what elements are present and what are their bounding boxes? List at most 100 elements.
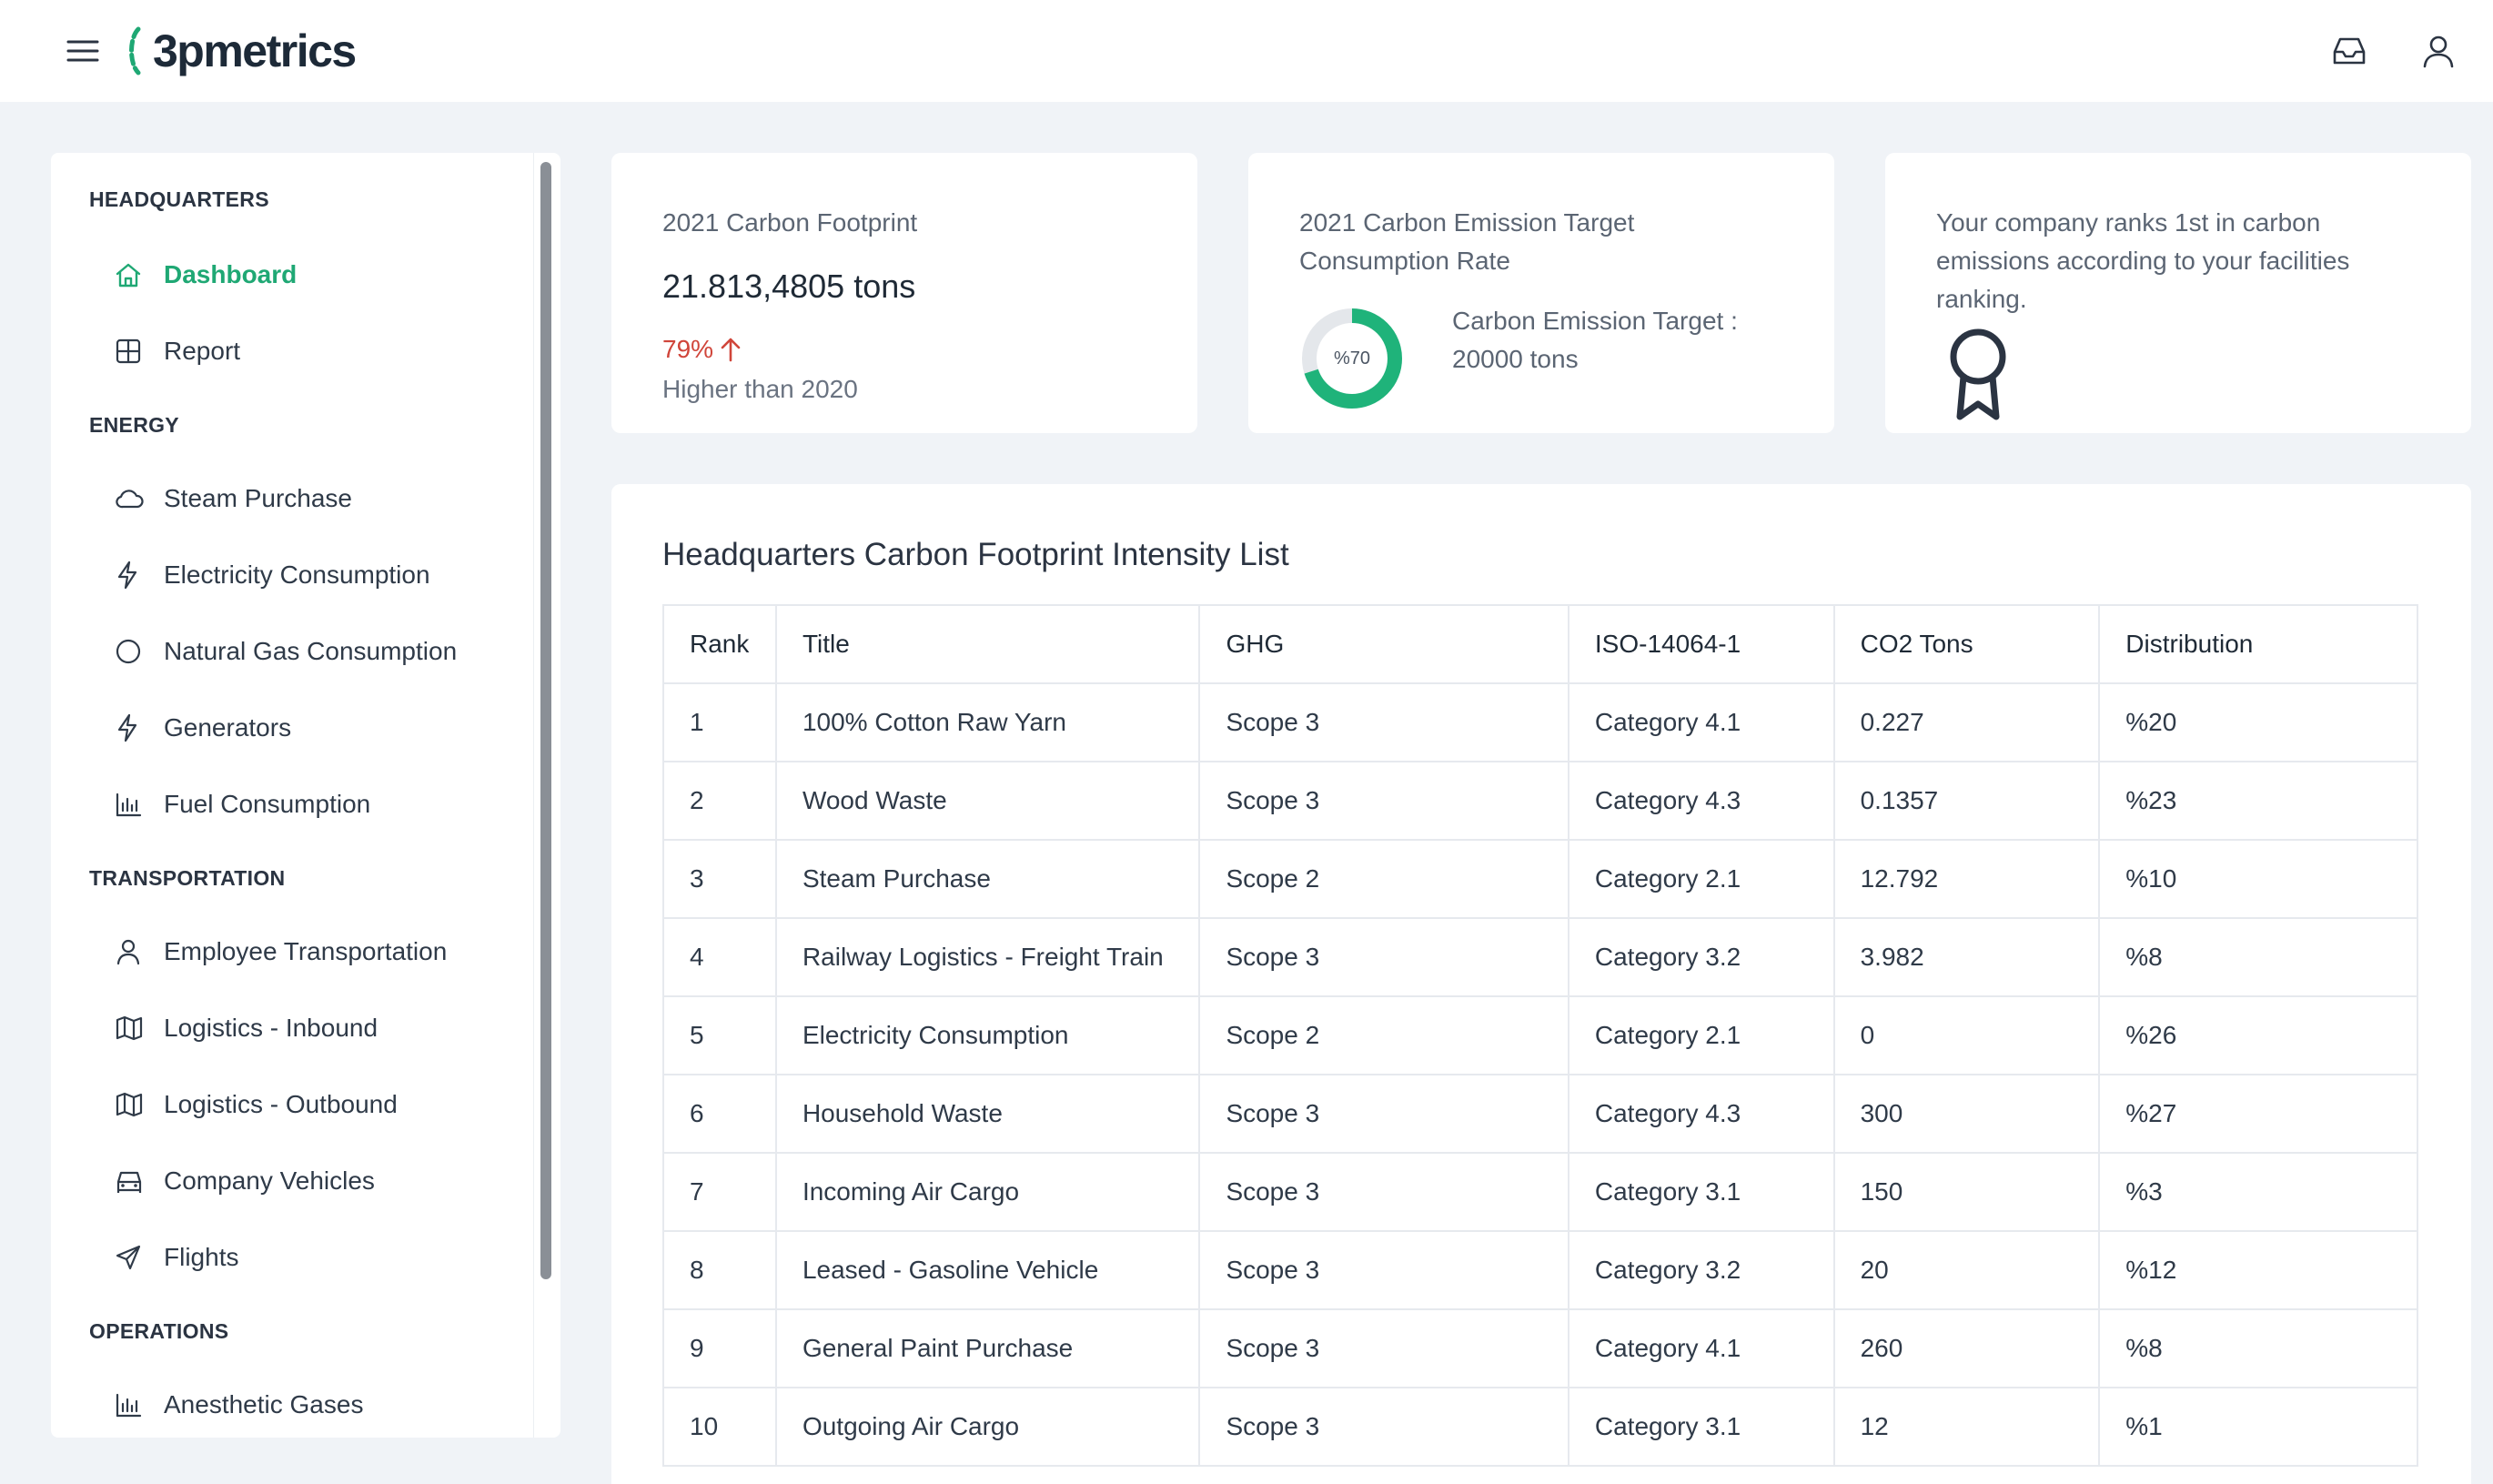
cell-ghg: Scope 2: [1198, 995, 1569, 1075]
cell-ghg: Scope 2: [1198, 839, 1569, 919]
cell-title: Electricity Consumption: [774, 995, 1201, 1075]
sidebar-item-label: Dashboard: [164, 260, 298, 288]
cell-iso: Category 4.1: [1567, 682, 1835, 762]
cell-co2: 0.1357: [1832, 761, 2101, 841]
circle-icon: [115, 635, 156, 668]
sidebar-item-fuel-consumption[interactable]: Fuel Consumption: [115, 779, 370, 830]
sidebar-item-anesthetic-gases[interactable]: Anesthetic Gases: [115, 1379, 363, 1430]
table-row[interactable]: 4 Railway Logistics - Freight Train Scope …: [662, 917, 2418, 997]
logo-text: 3pmetrics: [153, 25, 357, 76]
sidebar-item-generators[interactable]: Generators: [115, 702, 291, 753]
column-header-title[interactable]: Title: [774, 604, 1201, 684]
cell-co2: 150: [1832, 1152, 2101, 1232]
cell-iso: Category 2.1: [1567, 995, 1835, 1075]
column-header-distribution[interactable]: Distribution: [2098, 604, 2418, 684]
panel-title: Headquarters Carbon Footprint Intensity …: [662, 537, 1289, 572]
table-row[interactable]: 7 Incoming Air Cargo Scope 3 Category 3.1 15…: [662, 1152, 2418, 1232]
cell-rank: 6: [662, 1074, 777, 1154]
column-header-rank[interactable]: Rank: [662, 604, 777, 684]
send-icon: [115, 1241, 156, 1274]
ranking-line1: Your company ranks 1st in carbon: [1936, 208, 2321, 237]
cell-ghg: Scope 3: [1198, 682, 1569, 762]
lightning-icon: [115, 559, 156, 591]
cloud-icon: [115, 482, 156, 515]
sidebar-item-logistics-inbound[interactable]: Logistics - Inbound: [115, 1003, 378, 1054]
cell-title: Incoming Air Cargo: [774, 1152, 1201, 1232]
table-row[interactable]: 9 General Paint Purchase Scope 3 Category 4…: [662, 1308, 2418, 1388]
sidebar-scrollbar-track[interactable]: [533, 153, 560, 1438]
cell-ghg: Scope 3: [1198, 1387, 1569, 1467]
app-logo[interactable]: 3pmetrics: [126, 24, 357, 78]
table-row[interactable]: 8 Leased - Gasoline Vehicle Scope 3 Categor…: [662, 1230, 2418, 1310]
sidebar-item-dashboard[interactable]: Dashboard: [115, 249, 297, 300]
user-icon[interactable]: [2418, 31, 2458, 71]
cell-distribution: %12: [2098, 1230, 2418, 1310]
cell-title: Steam Purchase: [774, 839, 1201, 919]
top-bar: 3pmetrics: [0, 0, 2493, 102]
cell-ghg: Scope 3: [1198, 1152, 1569, 1232]
sidebar-item-electricity-consumption[interactable]: Electricity Consumption: [115, 550, 430, 601]
inbox-icon[interactable]: [2329, 31, 2369, 71]
sidebar-item-label: Report: [164, 337, 241, 365]
emission-target-card: 2021 Carbon Emission Target Consumption …: [1248, 153, 1834, 433]
bar-chart-icon: [115, 1388, 156, 1421]
cell-iso: Category 3.2: [1567, 917, 1835, 997]
intensity-table: Rank Title GHG ISO-14064-1 CO2 Tons Dist…: [662, 604, 2418, 1467]
sidebar-item-label: Company Vehicles: [164, 1166, 375, 1195]
cell-ghg: Scope 3: [1198, 917, 1569, 997]
card-title: 2021 Carbon Footprint: [662, 208, 918, 237]
sidebar-item-flights[interactable]: Flights: [115, 1232, 238, 1283]
cell-title: General Paint Purchase: [774, 1308, 1201, 1388]
cell-co2: 0: [1832, 995, 2101, 1075]
cell-title: Railway Logistics - Freight Train: [774, 917, 1201, 997]
sidebar-item-report[interactable]: Report: [115, 326, 240, 377]
cell-distribution: %3: [2098, 1152, 2418, 1232]
map-icon: [115, 1012, 156, 1045]
table-row[interactable]: 10 Outgoing Air Cargo Scope 3 Category 3.1 1…: [662, 1387, 2418, 1467]
column-header-co2[interactable]: CO2 Tons: [1832, 604, 2101, 684]
cell-ghg: Scope 3: [1198, 761, 1569, 841]
table-row[interactable]: 6 Household Waste Scope 3 Category 4.3 300 %2…: [662, 1074, 2418, 1154]
sidebar-item-employee-transportation[interactable]: Employee Transportation: [115, 926, 447, 977]
column-header-ghg[interactable]: GHG: [1198, 604, 1569, 684]
cell-ghg: Scope 3: [1198, 1308, 1569, 1388]
cell-rank: 3: [662, 839, 777, 919]
column-header-iso[interactable]: ISO-14064-1: [1567, 604, 1835, 684]
sidebar-item-natural-gas-consumption[interactable]: Natural Gas Consumption: [115, 626, 457, 677]
cell-iso: Category 4.3: [1567, 1074, 1835, 1154]
table-row[interactable]: 3 Steam Purchase Scope 2 Category 2.1 12.792…: [662, 839, 2418, 919]
sidebar-item-label: Natural Gas Consumption: [164, 637, 458, 665]
cell-iso: Category 3.1: [1567, 1152, 1835, 1232]
cell-distribution: %26: [2098, 995, 2418, 1075]
sidebar-scrollbar-thumb[interactable]: [540, 162, 551, 1279]
cell-co2: 20: [1832, 1230, 2101, 1310]
cell-rank: 9: [662, 1308, 777, 1388]
footprint-value: 21.813,4805 tons: [662, 268, 916, 305]
cell-rank: 8: [662, 1230, 777, 1310]
cell-iso: Category 3.1: [1567, 1387, 1835, 1467]
cell-co2: 0.227: [1832, 682, 2101, 762]
map-icon: [115, 1088, 156, 1121]
intensity-list-panel: Headquarters Carbon Footprint Intensity …: [611, 484, 2471, 1484]
table-row[interactable]: 2 Wood Waste Scope 3 Category 4.3 0.1357 %23: [662, 761, 2418, 841]
logo-mark-icon: [129, 26, 141, 76]
sidebar-item-steam-purchase[interactable]: Steam Purchase: [115, 473, 352, 524]
arrow-up-icon: [721, 338, 741, 362]
target-text: Carbon Emission Target : 20000 tons: [1452, 302, 1738, 379]
sidebar-item-label: Electricity Consumption: [164, 560, 430, 589]
footprint-change: 79%: [662, 335, 742, 364]
cell-iso: Category 2.1: [1567, 839, 1835, 919]
consumption-donut: %70: [1299, 306, 1405, 411]
sidebar-item-company-vehicles[interactable]: Company Vehicles: [115, 1156, 375, 1206]
cell-title: Household Waste: [774, 1074, 1201, 1154]
hamburger-icon[interactable]: [62, 33, 104, 69]
cell-distribution: %10: [2098, 839, 2418, 919]
table-row[interactable]: 1 100% Cotton Raw Yarn Scope 3 Category 4.1…: [662, 682, 2418, 762]
ranking-line2: emissions according to your facilities: [1936, 247, 2350, 275]
table-row[interactable]: 5 Electricity Consumption Scope 2 Category …: [662, 995, 2418, 1075]
sidebar-item-logistics-outbound[interactable]: Logistics - Outbound: [115, 1079, 398, 1130]
ranking-card: Your company ranks 1st in carbon emissio…: [1885, 153, 2471, 433]
person-icon: [115, 935, 156, 968]
bar-chart-icon: [115, 788, 156, 821]
carbon-footprint-card: 2021 Carbon Footprint 21.813,4805 tons 7…: [611, 153, 1197, 433]
